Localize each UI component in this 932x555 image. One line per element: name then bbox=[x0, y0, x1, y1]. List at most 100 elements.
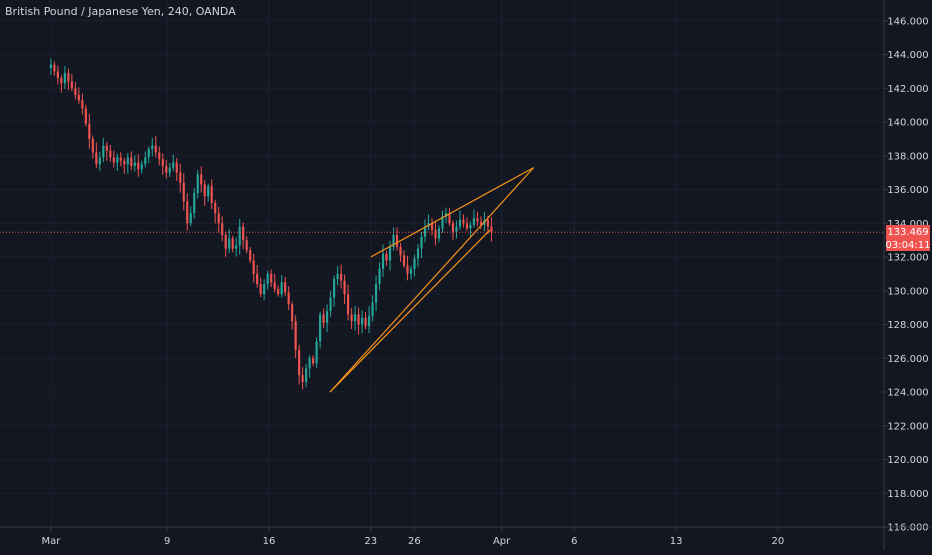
candle-body bbox=[193, 192, 196, 214]
candle-body bbox=[322, 314, 325, 323]
candle-body bbox=[266, 273, 269, 285]
candle-body bbox=[151, 145, 154, 150]
wedge-line-1[interactable] bbox=[329, 167, 535, 393]
last-price-badge-bg bbox=[886, 225, 930, 238]
wedge-line-0[interactable] bbox=[329, 229, 491, 393]
candle-body bbox=[217, 213, 220, 224]
candle-body bbox=[308, 358, 311, 369]
candle-body bbox=[465, 223, 469, 229]
price-tick-label: 128.000 bbox=[887, 320, 928, 331]
candle-body bbox=[319, 314, 322, 342]
last-price-badge: 133.469 bbox=[887, 227, 928, 238]
candle-63 bbox=[270, 269, 273, 288]
candle-78 bbox=[322, 308, 325, 329]
candle-115 bbox=[451, 220, 455, 240]
candle-54 bbox=[238, 219, 241, 255]
candle-body bbox=[175, 162, 178, 173]
candle-121 bbox=[472, 209, 476, 228]
price-badges: 133.469 03:04:11 bbox=[886, 225, 930, 251]
candle-body bbox=[430, 223, 434, 231]
candle-37 bbox=[179, 163, 182, 193]
candle-body bbox=[249, 250, 252, 261]
candle-28 bbox=[147, 146, 150, 164]
candle-19 bbox=[116, 153, 119, 171]
candle-0 bbox=[49, 58, 52, 75]
candle-body bbox=[294, 321, 297, 350]
candle-body bbox=[472, 218, 476, 225]
candle-76 bbox=[315, 337, 318, 369]
candle-50 bbox=[224, 231, 227, 258]
candle-55 bbox=[242, 222, 245, 249]
rising-wedge-pattern[interactable] bbox=[329, 167, 535, 393]
candle-body bbox=[77, 95, 80, 101]
candle-body bbox=[221, 223, 224, 236]
candle-35 bbox=[172, 154, 175, 172]
candle-96 bbox=[385, 250, 388, 266]
price-axis[interactable]: 116.000 118.000 120.000 122.000 124.000 126.0… bbox=[883, 0, 929, 550]
candle-4 bbox=[63, 66, 66, 89]
candle-82 bbox=[336, 266, 339, 286]
candle-body bbox=[63, 73, 66, 84]
time-axis[interactable]: Mar 9 16 23 26 Apr 6 13 20 bbox=[0, 526, 932, 547]
candle-48 bbox=[217, 207, 220, 233]
symbol-title: British Pound / Japanese Yen, 240, OANDA bbox=[5, 5, 236, 18]
candle-body bbox=[242, 226, 245, 241]
candle-body bbox=[95, 152, 98, 165]
candle-body bbox=[490, 226, 493, 232]
candle-body bbox=[81, 100, 84, 109]
candle-body bbox=[413, 258, 416, 269]
candle-body bbox=[434, 230, 437, 239]
candle-body bbox=[98, 157, 101, 165]
candle-34 bbox=[168, 163, 171, 177]
wedge-line-2[interactable] bbox=[370, 167, 534, 258]
candle-117 bbox=[458, 210, 462, 230]
candle-40 bbox=[189, 206, 192, 226]
candle-109 bbox=[430, 218, 434, 236]
candle-75 bbox=[312, 355, 315, 367]
candle-66 bbox=[280, 275, 283, 298]
price-tick-label: 134.000 bbox=[887, 219, 928, 230]
price-tick-label: 146.000 bbox=[887, 16, 928, 27]
candle-7 bbox=[74, 81, 77, 100]
candle-body bbox=[200, 174, 203, 185]
candle-73 bbox=[305, 363, 308, 388]
time-tick-label: 23 bbox=[364, 536, 377, 547]
candle-body bbox=[144, 157, 147, 165]
candle-16 bbox=[105, 141, 108, 161]
candle-body bbox=[252, 260, 255, 274]
candle-44 bbox=[203, 179, 206, 207]
candle-body bbox=[409, 268, 413, 274]
candle-body bbox=[210, 186, 213, 204]
price-tick-label: 118.000 bbox=[887, 489, 928, 500]
candle-body bbox=[353, 314, 357, 322]
candle-body bbox=[56, 71, 59, 79]
candle-21 bbox=[123, 157, 126, 174]
candle-body bbox=[395, 235, 399, 247]
candle-14 bbox=[98, 151, 101, 171]
candle-body bbox=[74, 88, 77, 96]
price-tick-label: 144.000 bbox=[887, 50, 928, 61]
candle-body bbox=[486, 219, 490, 227]
candle-body bbox=[88, 123, 91, 139]
candle-body bbox=[168, 167, 171, 173]
countdown-badge-bg bbox=[886, 238, 930, 251]
candle-20 bbox=[119, 152, 122, 167]
candle-61 bbox=[263, 279, 266, 301]
price-tick-label: 136.000 bbox=[887, 185, 928, 196]
candle-body bbox=[186, 201, 189, 224]
candle-body bbox=[270, 273, 273, 283]
candle-body bbox=[161, 159, 164, 166]
candle-body bbox=[420, 236, 423, 249]
candle-17 bbox=[109, 144, 112, 162]
candle-body bbox=[137, 162, 140, 170]
candle-81 bbox=[333, 275, 336, 307]
candle-114 bbox=[448, 208, 451, 227]
candle-126 bbox=[490, 217, 493, 242]
candle-25 bbox=[137, 154, 140, 177]
candle-body bbox=[364, 317, 367, 327]
candle-body bbox=[350, 314, 353, 322]
candle-103 bbox=[409, 266, 413, 280]
candle-body bbox=[336, 273, 339, 279]
